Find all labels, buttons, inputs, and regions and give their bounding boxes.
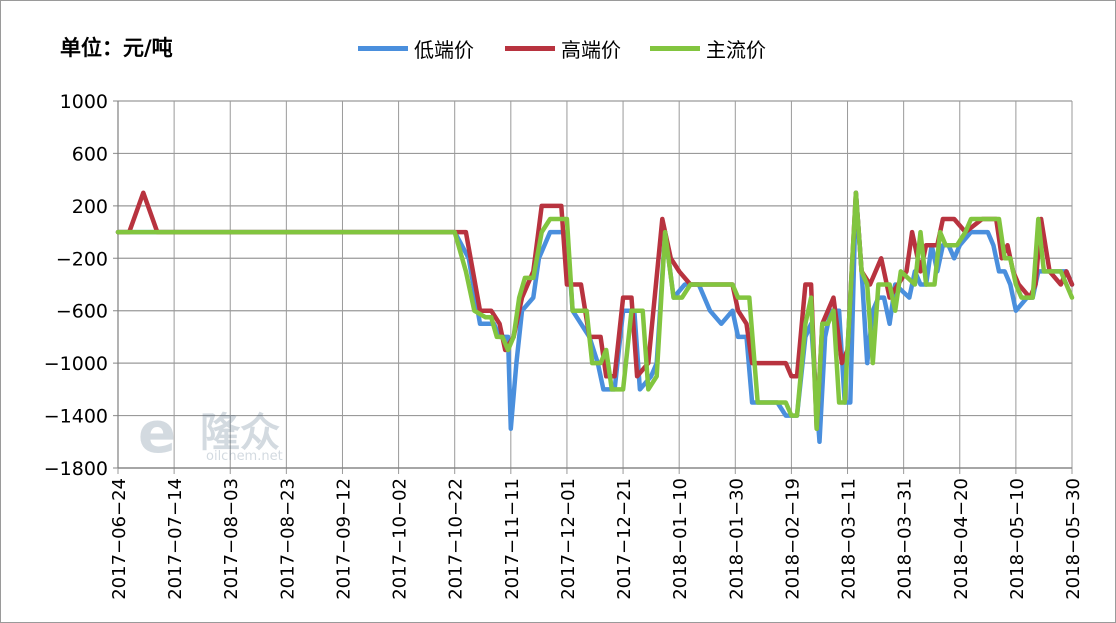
legend-label-high: 高端价 — [561, 38, 621, 62]
x-tick-label: 2017−06−24 — [109, 478, 130, 600]
x-tick-label: 2017−11−11 — [502, 478, 523, 600]
legend-swatch-main — [650, 46, 700, 51]
y-tick-label: −1000 — [44, 353, 108, 375]
y-tick-label: 200 — [72, 196, 108, 218]
legend-item-high: 高端价 — [505, 34, 621, 63]
x-tick-label: 2018−05−30 — [1063, 478, 1084, 600]
y-tick-label: −600 — [56, 301, 108, 323]
legend-item-main: 主流价 — [650, 34, 766, 63]
x-tick-label: 2017−09−12 — [333, 478, 354, 600]
unit-label: 单位：元/吨 — [60, 36, 173, 60]
x-tick-label: 2017−10−02 — [390, 478, 411, 600]
x-tick-label: 2017−08−03 — [221, 478, 242, 600]
legend-swatch-low — [358, 46, 408, 51]
watermark-logo-mark: e — [138, 401, 176, 466]
y-tick-label: −1400 — [44, 406, 108, 428]
watermark-brand: 隆众 — [200, 410, 280, 456]
legend-item-low: 低端价 — [358, 34, 474, 63]
y-tick-label: −200 — [56, 248, 108, 270]
x-tick-label: 2018−01−30 — [726, 478, 747, 600]
legend-label-main: 主流价 — [706, 38, 766, 62]
x-tick-label: 2018−02−19 — [782, 478, 803, 600]
x-tick-label: 2017−12−21 — [614, 478, 635, 600]
legend-swatch-high — [505, 46, 555, 51]
x-tick-label: 2017−08−23 — [277, 478, 298, 600]
x-tick-label: 2018−03−11 — [839, 478, 860, 600]
series-line-main — [115, 190, 1075, 431]
legend-label-low: 低端价 — [414, 38, 474, 62]
watermark-url: oilchem.net — [206, 449, 283, 464]
y-tick-label: 1000 — [60, 91, 108, 113]
x-tick-label: 2017−07−14 — [165, 478, 186, 600]
x-tick-label: 2018−01−10 — [670, 478, 691, 600]
y-tick-label: −1800 — [44, 458, 108, 480]
x-tick-label: 2018−04−20 — [951, 478, 972, 600]
y-tick-label: 600 — [72, 143, 108, 165]
x-tick-label: 2017−10−22 — [446, 478, 467, 600]
x-tick-label: 2017−12−01 — [558, 478, 579, 600]
x-tick-label: 2018−03−31 — [895, 478, 916, 600]
x-tick-label: 2018−05−10 — [1007, 478, 1028, 600]
